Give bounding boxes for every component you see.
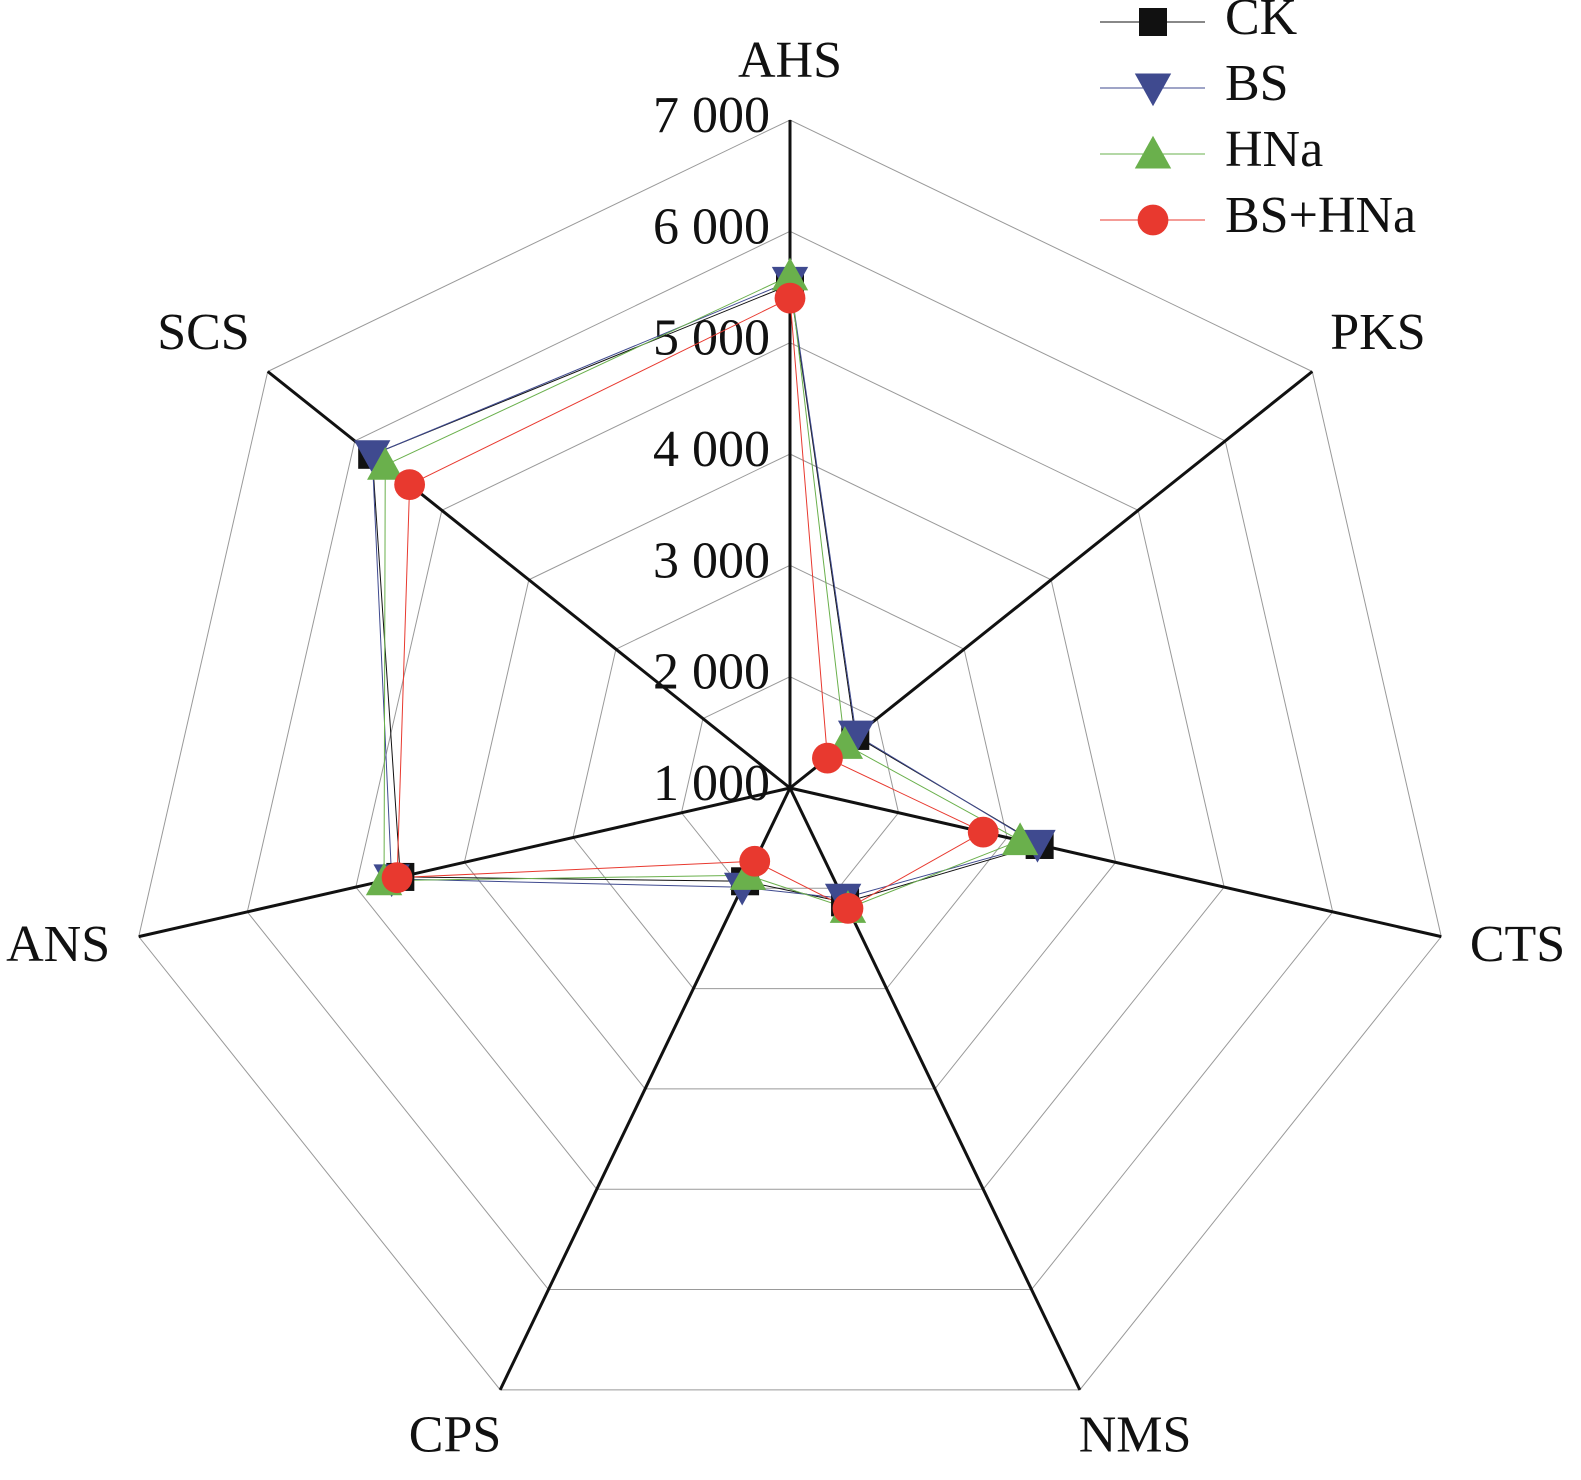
tick-label: 7 000: [653, 87, 770, 144]
legend-label: HNa: [1225, 121, 1323, 178]
legend-marker: [1137, 204, 1169, 236]
marker: [837, 720, 875, 754]
series-line: [371, 280, 1039, 899]
series-line: [396, 297, 985, 909]
axis-spoke: [138, 786, 791, 939]
grid-ring: [138, 119, 1442, 1391]
category-label: AHS: [738, 32, 842, 89]
marker: [394, 469, 426, 501]
axis-spoke: [789, 370, 1314, 790]
grid-ring: [246, 230, 1334, 1291]
marker: [1001, 822, 1039, 856]
tick-label: 3 000: [653, 532, 770, 589]
category-label: CTS: [1470, 916, 1565, 973]
legend-label: BS: [1225, 55, 1289, 112]
category-label: NMS: [1079, 1406, 1192, 1463]
legend-marker: [1134, 135, 1172, 169]
marker: [353, 440, 391, 474]
marker: [832, 892, 864, 924]
legend-label: CK: [1225, 0, 1298, 46]
tick-label: 6 000: [653, 198, 770, 255]
marker: [381, 862, 413, 894]
series-line: [371, 284, 1041, 903]
marker: [967, 816, 999, 848]
grid-ring: [680, 676, 900, 889]
marker: [771, 257, 809, 291]
tick-label: 2 000: [653, 644, 770, 701]
marker: [739, 845, 771, 877]
grid-ring: [355, 342, 1225, 1190]
marker: [812, 742, 843, 774]
category-label: SCS: [157, 304, 250, 361]
legend-marker: [1134, 73, 1172, 107]
category-label: ANS: [6, 916, 110, 973]
category-label: CPS: [409, 1406, 502, 1463]
tick-label: 4 000: [653, 421, 770, 478]
grid-ring: [572, 564, 1008, 990]
tick-label: 5 000: [653, 310, 770, 367]
series-line: [383, 275, 1022, 909]
tick-label: 1 000: [653, 755, 770, 812]
marker: [774, 282, 806, 314]
grid-ring: [463, 453, 1117, 1090]
legend-label: BS+HNa: [1225, 187, 1416, 244]
axis-spoke: [789, 786, 1442, 939]
marker: [367, 447, 404, 480]
legend-marker: [1139, 8, 1167, 36]
category-label: PKS: [1330, 304, 1425, 361]
